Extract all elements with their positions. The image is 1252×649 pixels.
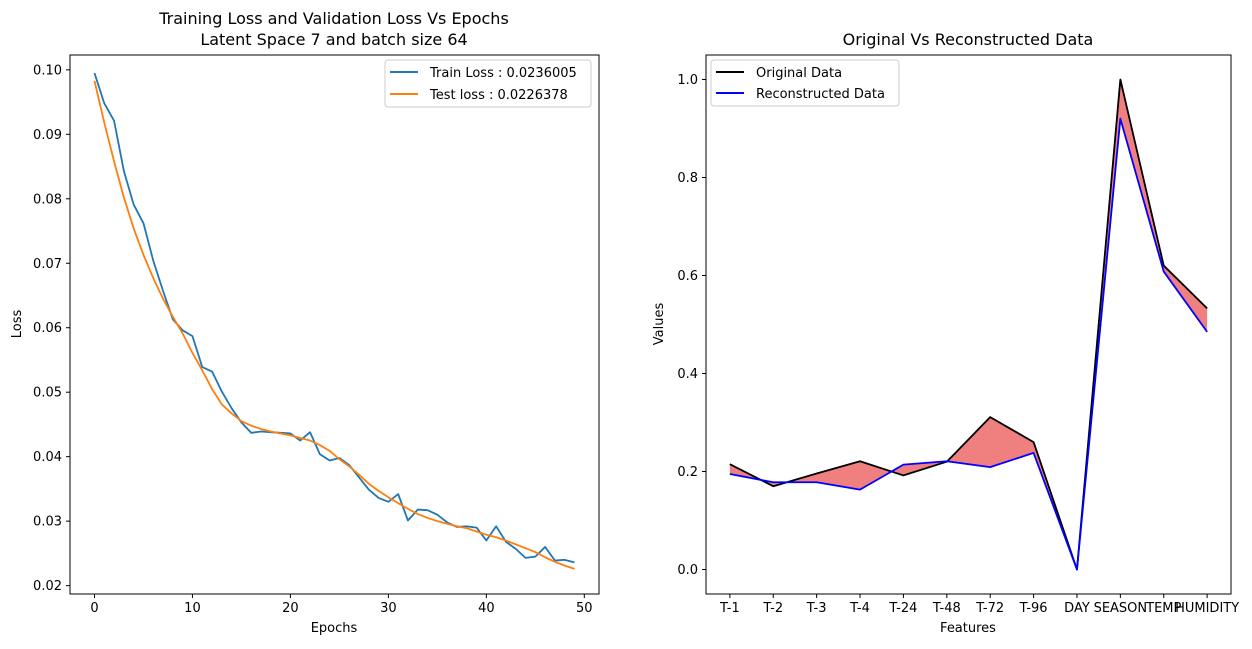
loss-ytick-label: 0.08: [33, 192, 62, 207]
loss-ytick-label: 0.09: [33, 128, 62, 143]
loss-ytick-label: 0.10: [33, 63, 62, 78]
feature-xtick-label: TEMP: [1145, 601, 1181, 616]
reconstruction-chart-ticks: T-1 T-2 T-3 T-4 T-24 T-48 T-72 T-96 DAY SEASONTEM…: [677, 73, 1239, 616]
reconstruction-series-line-1: [729, 117, 1208, 571]
feature-xtick-label: T-1: [719, 601, 740, 616]
values-ytick-label: 1.0: [677, 73, 698, 88]
loss-chart-legend: Train Loss : 0.0236005 Test loss : 0.022…: [384, 59, 592, 108]
reconstruction-legend-box: [710, 59, 900, 107]
feature-xtick-label: T-48: [932, 601, 961, 616]
reconstruction-series-line-0: [729, 78, 1208, 571]
loss-ytick-label: 0.05: [33, 386, 62, 401]
loss-legend-train-label: Train Loss : 0.0236005: [429, 66, 577, 81]
loss-xtick-label: 0: [90, 601, 98, 616]
loss-ytick-label: 0.02: [33, 579, 62, 594]
feature-xtick-label: T-4: [849, 601, 870, 616]
feature-xtick-label: T-3: [806, 601, 827, 616]
loss-ytick-label: 0.03: [33, 515, 62, 530]
loss-legend-test-label: Test loss : 0.0226378: [429, 88, 568, 103]
feature-xtick-label: T-2: [762, 601, 783, 616]
loss-xtick-label: 20: [282, 601, 299, 616]
reconstruction-chart-xlabel: Features: [940, 621, 996, 636]
loss-ytick-label: 0.07: [33, 257, 62, 272]
loss-chart-xlabel: Epochs: [311, 621, 358, 636]
feature-xtick-label: T-24: [888, 601, 917, 616]
loss-chart: Training Loss and Validation Loss Vs Epo…: [10, 9, 600, 636]
loss-xtick-label: 50: [576, 601, 593, 616]
reconstruction-chart-marks: [729, 78, 1208, 571]
feature-xtick-label: T-72: [975, 601, 1004, 616]
reconstruction-chart-legend: Original Data Reconstructed Data: [710, 59, 900, 107]
loss-chart-frame: [69, 54, 600, 595]
values-ytick-label: 0.0: [677, 563, 698, 578]
loss-series-line-1: [93, 80, 575, 570]
values-ytick-label: 0.2: [677, 465, 698, 480]
feature-xtick-label: SEASON: [1094, 601, 1148, 616]
feature-xtick-label: HUMIDITY: [1175, 601, 1239, 616]
reconstruction-legend-original-label: Original Data: [756, 66, 842, 81]
reconstruction-legend-reconstructed-label: Reconstructed Data: [756, 87, 885, 102]
loss-chart-marks: [93, 72, 575, 570]
values-ytick-label: 0.6: [677, 269, 698, 284]
reconstruction-chart: Original Vs Reconstructed Data T-1 T-2 T-3…: [652, 30, 1239, 636]
loss-chart-title: Training Loss and Validation Loss Vs Epo…: [158, 9, 509, 28]
loss-ytick-label: 0.06: [33, 321, 62, 336]
loss-chart-ticks: 0 10 20 30 40 50 0.02 0.03 0.04 0.05 0.06 0.07 0.08 0…: [33, 63, 593, 616]
loss-xtick-label: 30: [380, 601, 397, 616]
values-ytick-label: 0.4: [677, 367, 698, 382]
loss-ytick-label: 0.04: [33, 450, 62, 465]
loss-legend-box: [384, 59, 592, 108]
loss-xtick-label: 40: [478, 601, 495, 616]
feature-xtick-label: DAY: [1064, 601, 1090, 616]
loss-chart-ylabel: Loss: [10, 310, 25, 339]
reconstruction-chart-ylabel: Values: [652, 303, 667, 346]
loss-xtick-label: 10: [184, 601, 201, 616]
values-ytick-label: 0.8: [677, 171, 698, 186]
reconstruction-chart-title: Original Vs Reconstructed Data: [843, 30, 1094, 49]
loss-chart-subtitle: Latent Space 7 and batch size 64: [200, 30, 467, 49]
reconstruction-chart-frame: [705, 54, 1232, 595]
feature-xtick-label: T-96: [1019, 601, 1048, 616]
